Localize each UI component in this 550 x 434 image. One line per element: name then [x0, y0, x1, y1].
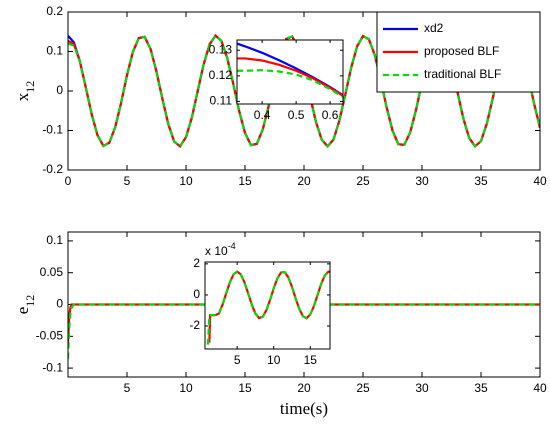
legend-label: xd2 [424, 21, 444, 35]
x-tick-label: 30 [415, 174, 429, 188]
x-tick-label: 0.6 [322, 108, 339, 122]
legend-label: proposed BLF [424, 44, 499, 58]
x-tick-label: 20 [297, 174, 311, 188]
series-group [237, 42, 343, 98]
x-tick-label: 35 [474, 174, 488, 188]
y-axis-label: e12 [13, 295, 37, 315]
legend-label: traditional BLF [424, 67, 501, 81]
axis-multiplier: x 10-4 [205, 241, 236, 258]
x-tick-label: 0.4 [254, 108, 271, 122]
y-tick-label: 0.11 [210, 94, 233, 108]
axes-frame [236, 39, 344, 105]
x-tick-label: 15 [238, 381, 252, 395]
y-tick-label: 0.13 [209, 42, 233, 56]
data-line [68, 34, 540, 148]
x-tick-label: 35 [474, 381, 488, 395]
series-group [206, 270, 330, 345]
x-tick-label: 20 [297, 381, 311, 395]
axis-multiplier-exp: -4 [228, 241, 236, 251]
x-tick-label: 10 [179, 381, 193, 395]
series-group [68, 303, 540, 359]
y-tick-label: 0 [56, 83, 63, 97]
axes-frame [204, 261, 331, 350]
y-axis-label-main: x [13, 92, 32, 101]
y-tick-label: 0.05 [40, 265, 64, 279]
x-tick-label: 25 [356, 381, 370, 395]
x-tick-label: 40 [533, 174, 547, 188]
x-tick-label: 5 [124, 174, 131, 188]
y-tick-label: -0.1 [42, 360, 63, 374]
x-tick-label: 30 [415, 381, 429, 395]
y-tick-label: -0.2 [42, 162, 63, 176]
data-line [206, 270, 330, 345]
x-tick-label: 25 [356, 174, 370, 188]
x-tick-label: 15 [304, 353, 318, 367]
y-tick-label: 0.2 [46, 4, 63, 18]
y-tick-label: -2 [189, 318, 200, 332]
x-tick-label: 10 [267, 353, 281, 367]
y-axis-label-sub: 12 [23, 81, 37, 93]
data-line [237, 69, 343, 98]
axis-multiplier-base: x 10 [205, 244, 228, 258]
y-axis-label: x12 [13, 81, 37, 102]
data-line [237, 57, 343, 97]
y-tick-label: 0 [56, 297, 63, 311]
y-axis-label-main: e [13, 307, 32, 315]
x-tick-label: 0 [65, 174, 72, 188]
x-tick-label: 10 [179, 174, 193, 188]
x-tick-label: 15 [238, 174, 252, 188]
y-tick-label: 0.1 [46, 44, 63, 58]
axes-frame [67, 231, 541, 378]
x-tick-label: 0.5 [288, 108, 305, 122]
y-axis-label-sub: 12 [23, 295, 37, 307]
x-tick-label: 5 [124, 381, 131, 395]
y-tick-label: -0.05 [36, 328, 64, 342]
y-tick-label: 0 [193, 287, 200, 301]
y-tick-label: 0.1 [46, 233, 63, 247]
data-line [68, 303, 540, 359]
y-tick-label: 2 [193, 256, 200, 270]
x-axis-label: time(s) [280, 399, 328, 418]
y-tick-label: -0.1 [42, 123, 63, 137]
y-tick-label: 0.12 [209, 68, 233, 82]
x-tick-label: 5 [234, 353, 241, 367]
x-tick-label: 40 [533, 381, 547, 395]
